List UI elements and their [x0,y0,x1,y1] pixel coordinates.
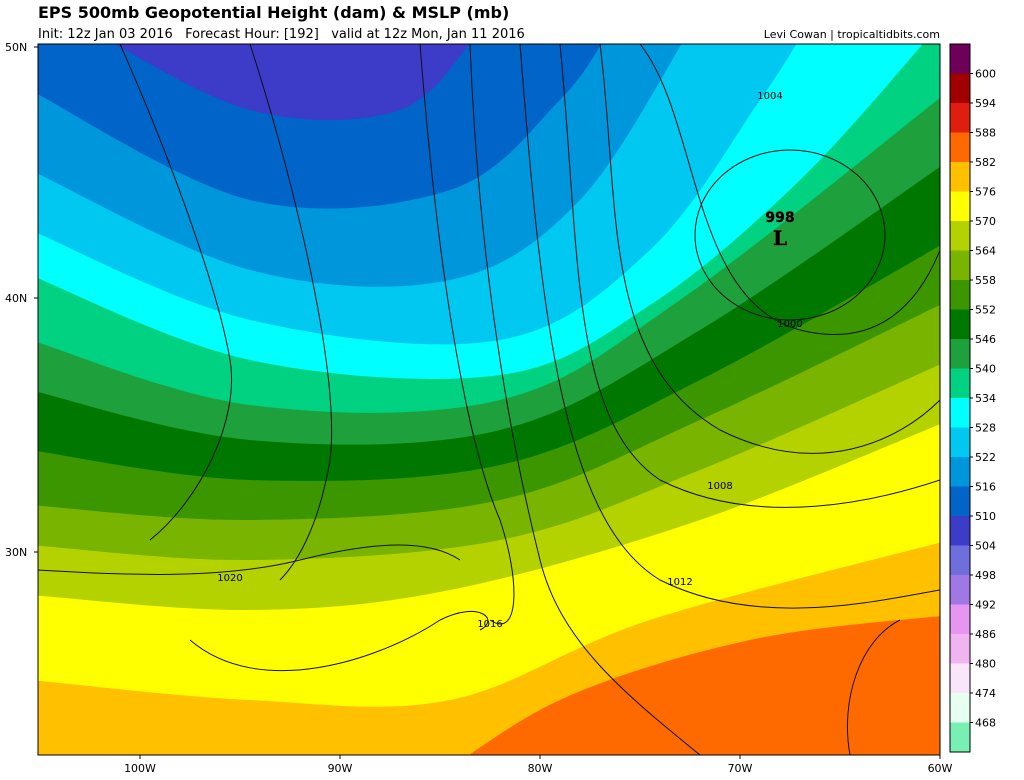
colorbar-cell [950,634,970,664]
colorbar-label: 528 [975,422,996,435]
isobar-label: 1008 [707,481,732,492]
colorbar-label: 558 [975,274,996,287]
colorbar-label: 480 [975,658,996,671]
map-labels: 50N 40N 30N 100W 90W 80W 70W 60W 1004 1000 1008 101… [5,41,953,775]
isobar-label: 1016 [477,619,502,630]
colorbar: 600 594 588 582 576 570 564 558 552 546 540 534 528 5… [949,43,996,753]
lat-label: 30N [5,546,27,559]
colorbar-cell [950,604,970,635]
title: EPS 500mb Geopotential Height (dam) & MS… [38,3,509,22]
lat-label: 50N [5,41,27,54]
colorbar-label: 486 [975,628,996,641]
low-symbol: L [773,226,787,250]
isobar [38,544,461,575]
colorbar-cell [950,103,970,133]
colorbar-cell [950,368,970,399]
colorbar-cell [950,44,970,74]
colorbar-cell [950,191,970,222]
colorbar-label: 504 [975,540,996,553]
colorbar-label: 468 [975,717,996,730]
colorbar-label: 600 [975,68,996,81]
colorbar-cell [950,575,970,605]
isobar [119,44,232,541]
isobar [419,44,515,625]
colorbar-cell [950,427,970,458]
colorbar-label: 564 [975,245,996,258]
colorbar-label: 582 [975,156,996,169]
subtitle: Init: 12z Jan 03 2016 Forecast Hour: [19… [38,27,525,42]
colorbar-label: 576 [975,186,996,199]
colorbar-label: 540 [975,363,996,376]
isobar [599,44,940,454]
colorbar-label: 534 [975,392,996,405]
isobar [189,610,489,672]
colorbar-label: 510 [975,510,996,523]
colorbar-cell [950,162,970,192]
credit: Levi Cowan | tropicaltidbits.com [764,28,940,41]
lon-label: 100W [124,762,156,775]
colorbar-cell [950,221,970,251]
isobar [559,44,940,508]
colorbar-cell [950,309,970,340]
colorbar-label: 522 [975,451,996,464]
isobar-label: 1000 [777,319,802,330]
isobar [469,44,701,755]
isobar [846,619,901,755]
colorbar-label: 570 [975,215,996,228]
band [38,44,602,209]
lat-label: 40N [5,292,27,305]
lon-label: 60W [928,762,953,775]
isobar [249,44,333,581]
colorbar-label: 516 [975,481,996,494]
colorbar-cell [950,545,970,576]
colorbar-label: 588 [975,127,996,140]
isobars [38,44,940,755]
colorbar-cell [950,486,970,517]
colorbar-cell [950,663,970,694]
colorbar-cell [950,73,970,104]
lon-label: 80W [528,762,553,775]
map-frame [37,43,941,756]
band [115,44,469,120]
colorbar-cell [950,250,970,281]
isobar [519,44,940,609]
isobar [694,149,886,321]
height-bands [38,44,940,755]
colorbar-cell [950,398,970,428]
isobar-label: 1004 [757,91,782,102]
colorbar-cell [950,339,970,369]
colorbar-cell [950,693,970,723]
isobar-label: 1012 [667,577,692,588]
colorbar-label: 498 [975,569,996,582]
low-pressure: 998 [765,210,794,226]
colorbar-label: 552 [975,304,996,317]
colorbar-label: 492 [975,599,996,612]
lon-label: 70W [728,762,753,775]
colorbar-label: 594 [975,97,996,110]
isobar-label: 1020 [217,573,242,584]
colorbar-cell [950,516,970,546]
colorbar-label: 546 [975,333,996,346]
colorbar-cell [950,280,970,310]
lon-label: 90W [328,762,353,775]
colorbar-cell [950,132,970,163]
colorbar-cell [950,457,970,487]
colorbar-label: 474 [975,687,996,700]
colorbar-cell [950,722,970,753]
isobar [639,44,940,335]
